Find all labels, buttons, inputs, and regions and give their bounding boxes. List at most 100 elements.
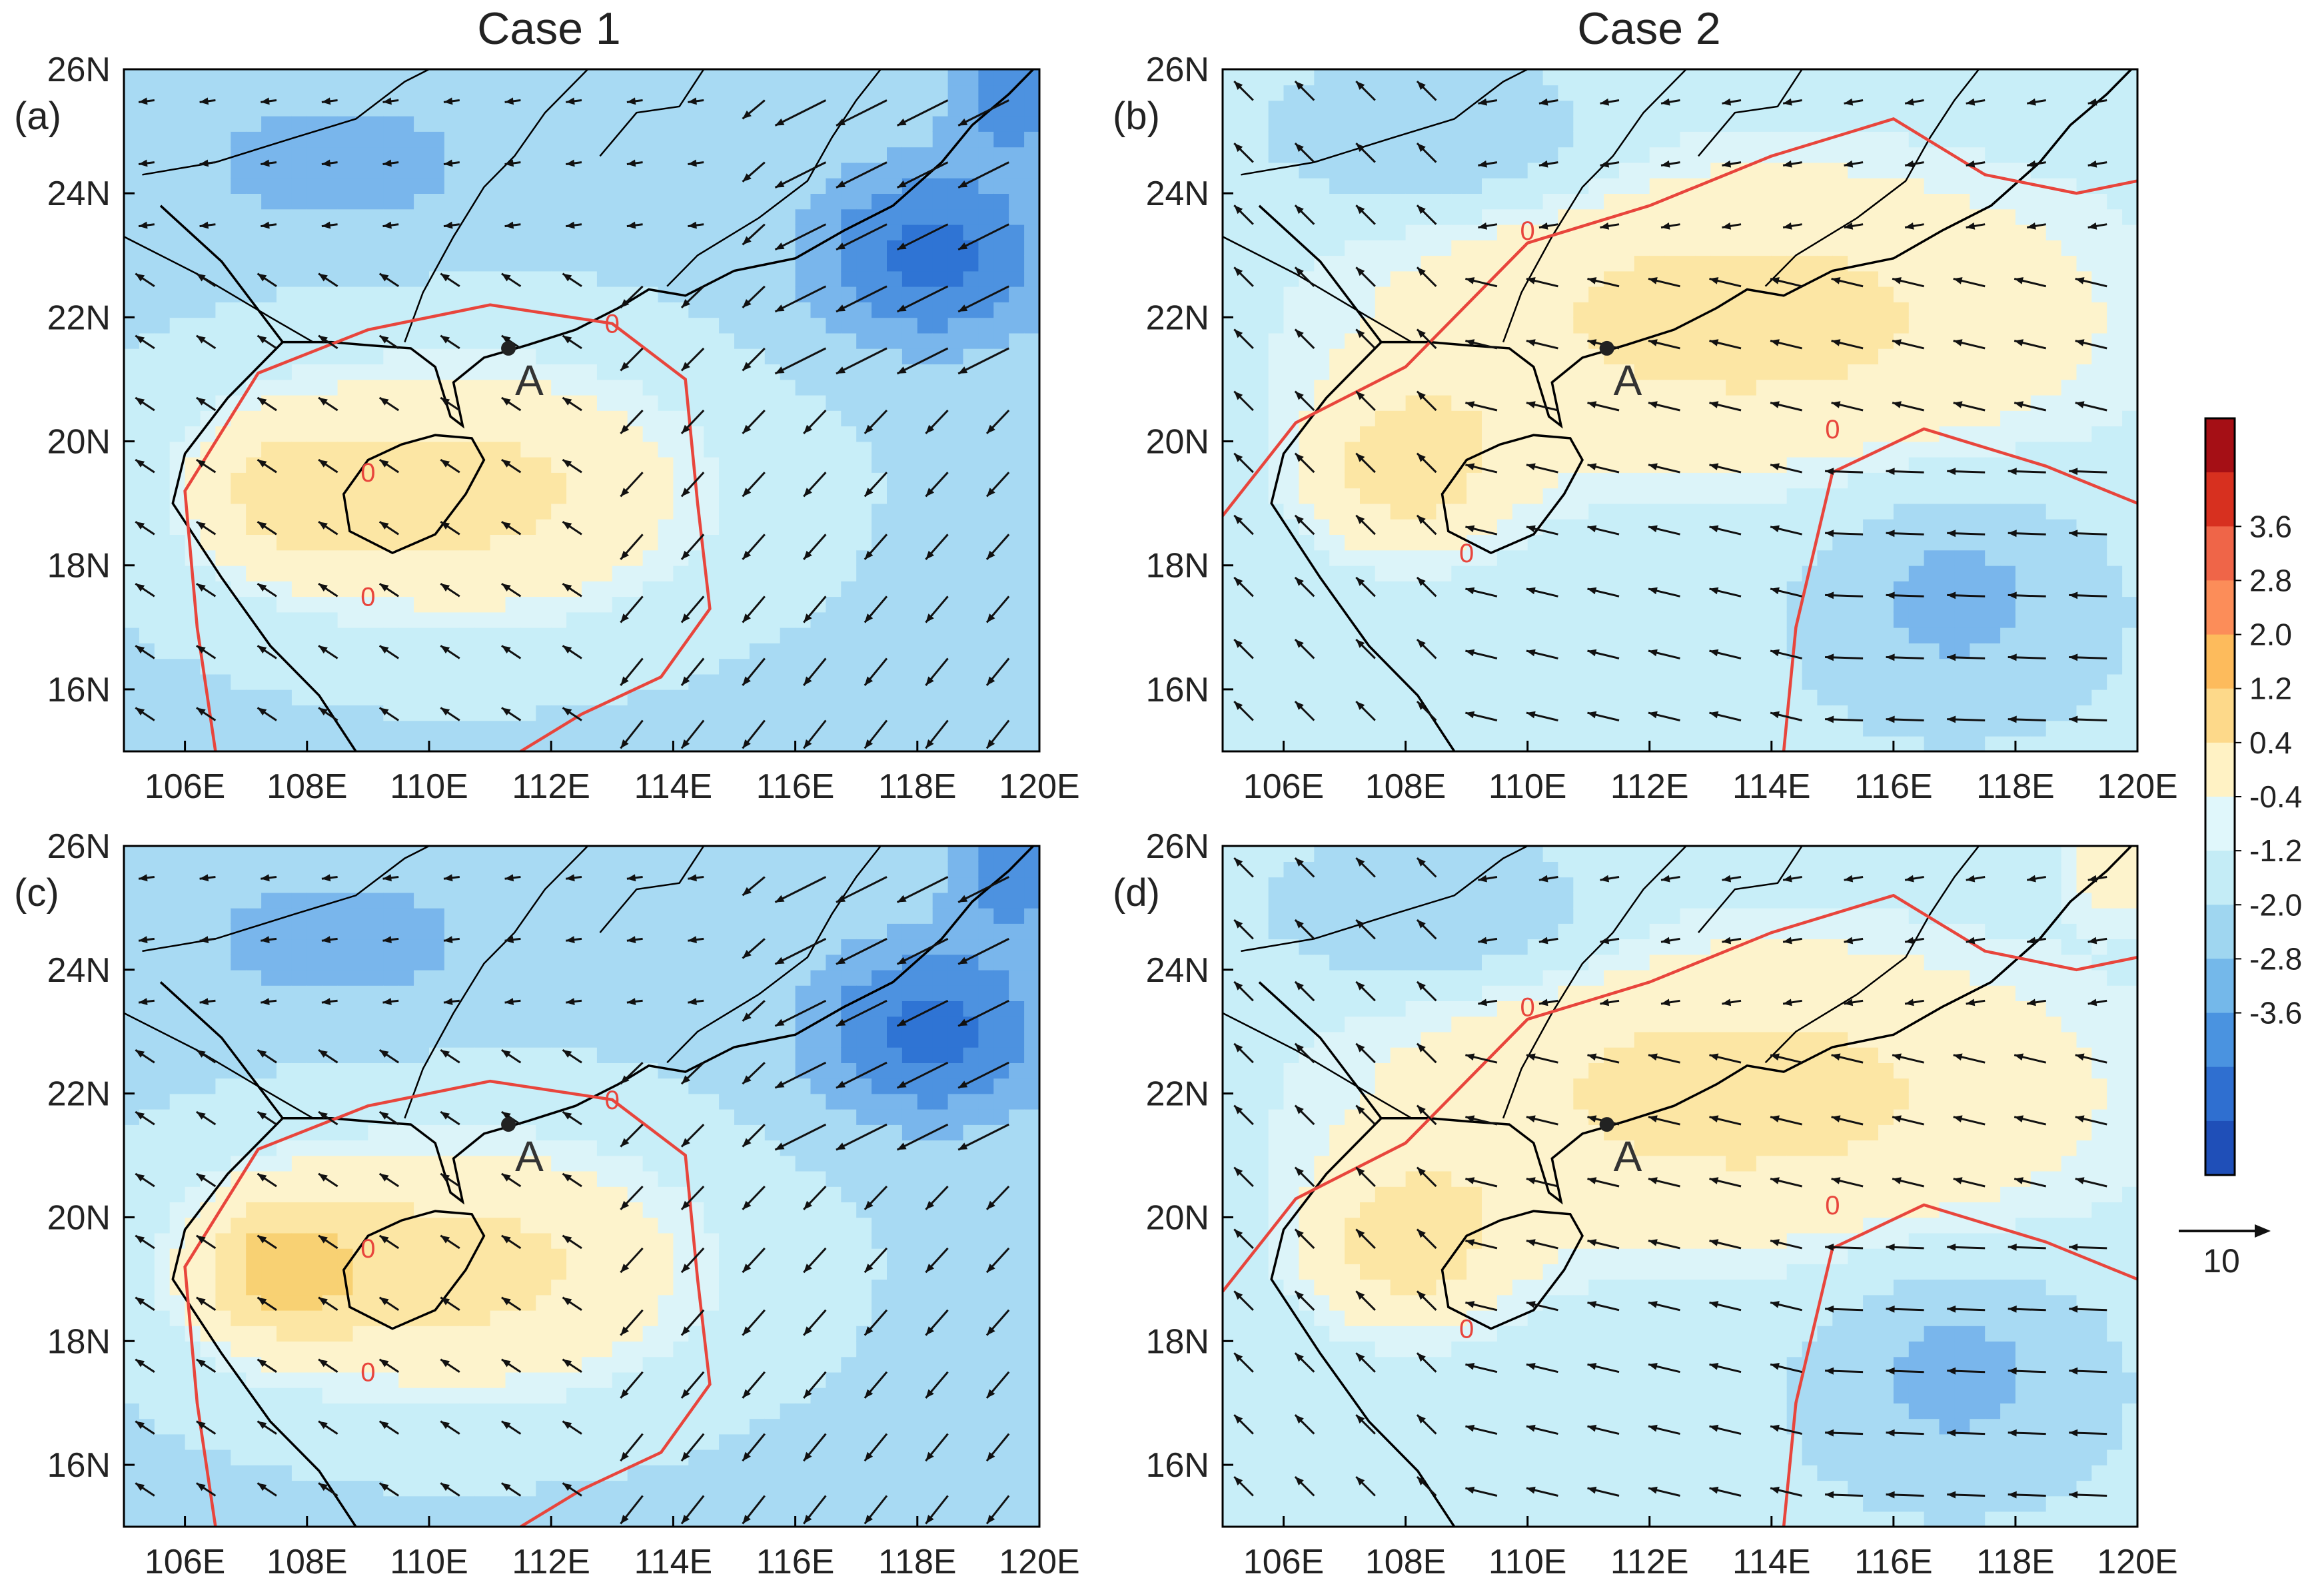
colorbar-tick-label: -1.2	[2249, 833, 2302, 868]
reference-arrowhead	[2255, 1224, 2271, 1238]
point-a-label: A	[515, 356, 544, 404]
lat-tick-label: 22N	[1146, 298, 1209, 337]
lon-tick-label: 120E	[999, 1543, 1079, 1581]
point-a-marker	[1600, 341, 1614, 356]
lon-tick-label: 108E	[267, 1543, 347, 1581]
lon-tick-label: 116E	[1854, 767, 1933, 806]
contour-label: 0	[1825, 1191, 1840, 1220]
lat-tick-label: 16N	[47, 1446, 111, 1485]
panel-label: (d)	[1113, 871, 1160, 915]
lon-tick-label: 118E	[1976, 767, 2055, 806]
lon-tick-label: 112E	[512, 1543, 590, 1581]
colorbar-segment	[2205, 797, 2235, 851]
colorbar-segment	[2205, 472, 2235, 527]
lon-tick-label: 106E	[1243, 1543, 1324, 1581]
reference-vector: 10	[2179, 1224, 2271, 1280]
lon-tick-label: 106E	[145, 1543, 225, 1581]
panel-label: (c)	[14, 871, 59, 915]
colorbar-segment	[2205, 743, 2235, 797]
lon-tick-label: 114E	[634, 1543, 713, 1581]
map-panel-c: 0 0 0 A (c) 106E 108E 110E 112E 114E 116E 118E 120E 1…	[14, 827, 1080, 1581]
contour-label: 0	[360, 1234, 375, 1264]
lat-tick-label: 18N	[47, 547, 111, 586]
contour-label: 0	[1825, 415, 1840, 444]
colorbar-segment	[2205, 851, 2235, 905]
contour-label: 0	[360, 1358, 375, 1388]
colorbar-tick-label: 2.0	[2249, 617, 2292, 652]
point-a-marker	[501, 341, 516, 356]
panel-label: (a)	[14, 95, 61, 138]
lat-tick-label: 20N	[47, 1198, 111, 1237]
lat-tick-label: 26N	[1146, 827, 1209, 866]
lat-tick-label: 22N	[47, 1075, 111, 1114]
colorbar-tick-label: 2.8	[2249, 563, 2292, 597]
lat-tick-label: 20N	[1146, 1198, 1209, 1237]
lat-tick-label: 24N	[1146, 951, 1209, 990]
point-a-marker	[501, 1117, 516, 1132]
lon-tick-label: 114E	[634, 767, 713, 806]
lat-tick-label: 22N	[1146, 1075, 1209, 1114]
column-title-case-1: Case 1	[477, 3, 620, 54]
point-a-marker	[1600, 1117, 1614, 1132]
colorbar-segment	[2205, 905, 2235, 959]
lon-tick-label: 106E	[1243, 767, 1324, 806]
lat-tick-label: 18N	[1146, 1322, 1209, 1361]
lon-tick-label: 114E	[1732, 767, 1811, 806]
lon-tick-label: 112E	[1610, 767, 1689, 806]
reference-vector-label: 10	[2203, 1242, 2240, 1280]
contour-label: 0	[605, 1086, 620, 1115]
lon-tick-label: 120E	[2097, 767, 2177, 806]
point-a-label: A	[515, 1132, 544, 1180]
lat-tick-label: 18N	[1146, 547, 1209, 586]
contour-label: 0	[1459, 539, 1474, 568]
lat-tick-label: 16N	[47, 671, 111, 709]
colorbar-segment	[2205, 959, 2235, 1013]
lat-tick-label: 18N	[47, 1322, 111, 1361]
colorbar-tick-label: 0.4	[2249, 725, 2292, 760]
shaded-anomaly-field	[1223, 69, 2138, 752]
lat-tick-label: 16N	[1146, 1446, 1209, 1485]
colorbar-tick-label: -0.4	[2249, 779, 2302, 814]
lon-tick-label: 106E	[145, 767, 225, 806]
lon-tick-label: 120E	[2097, 1543, 2177, 1581]
contour-label: 0	[1520, 993, 1535, 1022]
colorbar-segment	[2205, 689, 2235, 743]
shaded-anomaly-field	[1223, 846, 2138, 1527]
colorbar-segment	[2205, 635, 2235, 689]
lon-tick-label: 116E	[1854, 1543, 1933, 1581]
colorbar-segment	[2205, 1067, 2235, 1122]
lon-tick-label: 110E	[390, 767, 468, 806]
colorbar-tick-label: -2.8	[2249, 941, 2302, 976]
lon-tick-label: 110E	[1488, 767, 1567, 806]
lat-tick-label: 16N	[1146, 671, 1209, 709]
lon-tick-label: 120E	[999, 767, 1079, 806]
contour-label: 0	[1520, 216, 1535, 246]
lon-tick-label: 110E	[390, 1543, 468, 1581]
lon-tick-label: 108E	[1365, 1543, 1446, 1581]
lat-tick-label: 22N	[47, 298, 111, 337]
lat-tick-label: 20N	[1146, 423, 1209, 462]
contour-label: 0	[605, 310, 620, 339]
colorbar-tick-label: -2.0	[2249, 887, 2302, 922]
lat-tick-label: 24N	[47, 951, 111, 990]
colorbar: 3.62.82.01.20.4-0.4-1.2-2.0-2.8-3.6	[2205, 418, 2302, 1176]
lat-tick-label: 24N	[47, 175, 111, 213]
contour-label: 0	[360, 582, 375, 611]
lon-tick-label: 112E	[1610, 1543, 1689, 1581]
lon-tick-label: 118E	[878, 1543, 957, 1581]
lon-tick-label: 118E	[878, 767, 957, 806]
lat-tick-label: 26N	[47, 827, 111, 866]
colorbar-tick-label: 3.6	[2249, 509, 2292, 544]
lon-tick-label: 110E	[1488, 1543, 1567, 1581]
lon-tick-label: 108E	[267, 767, 347, 806]
contour-label: 0	[360, 458, 375, 488]
lon-tick-label: 116E	[756, 1543, 835, 1581]
lat-tick-label: 26N	[47, 51, 111, 89]
contour-label: 0	[1459, 1315, 1474, 1344]
colorbar-segment	[2205, 418, 2235, 473]
lon-tick-label: 112E	[512, 767, 590, 806]
